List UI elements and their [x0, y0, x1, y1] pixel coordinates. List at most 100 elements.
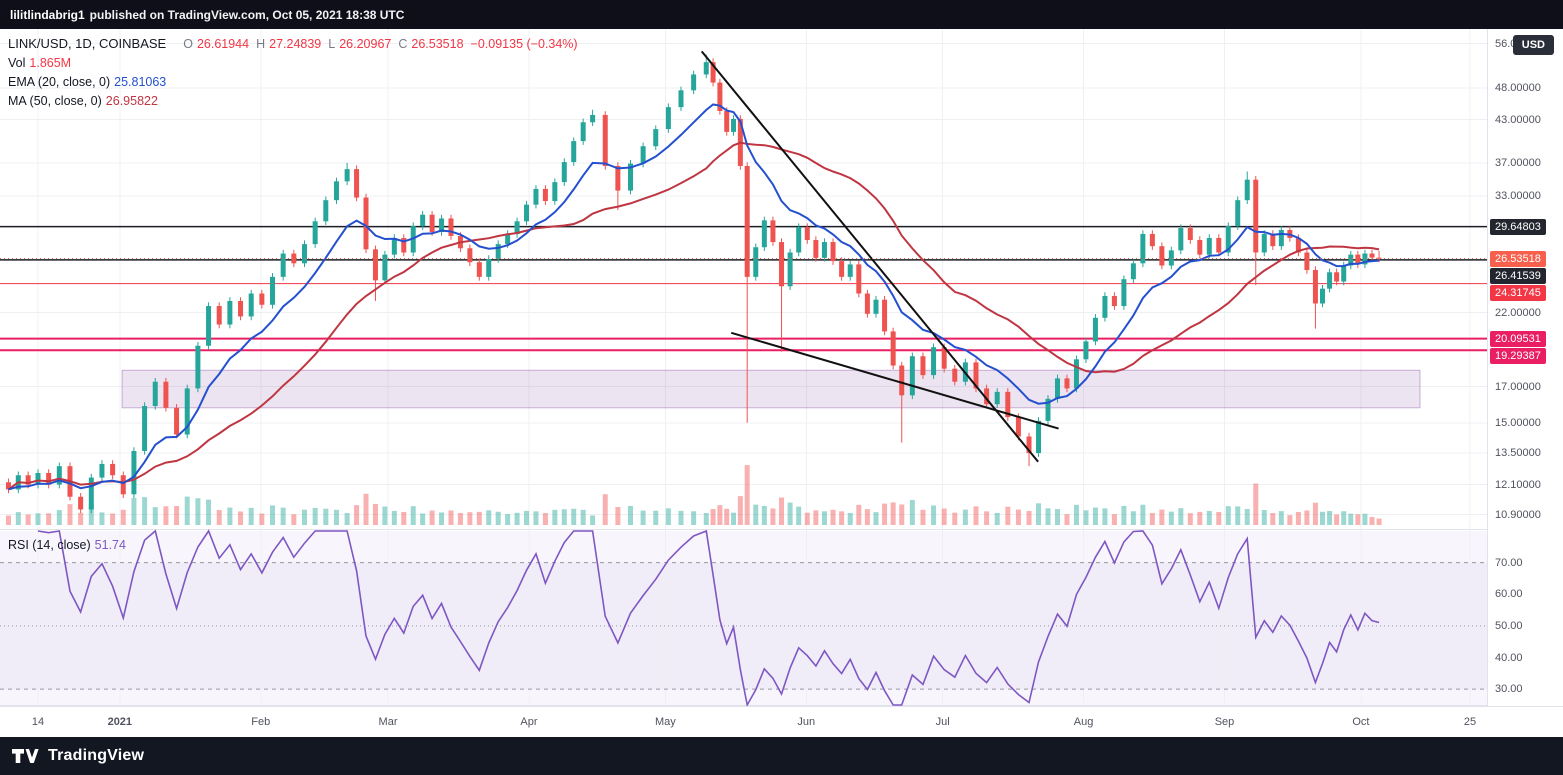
candle-body	[580, 122, 586, 142]
candle-body	[1159, 246, 1165, 266]
ema20-line	[8, 103, 1380, 491]
candle-body	[1216, 237, 1222, 253]
candle-body	[344, 169, 350, 182]
volume-bar	[920, 509, 926, 525]
candle-body	[678, 90, 684, 108]
price-axis-label: 10.90000	[1495, 508, 1541, 521]
volume-bar	[779, 497, 785, 525]
volume-bar	[312, 507, 318, 525]
time-axis-label: 25	[1463, 716, 1477, 728]
volume-bar	[653, 510, 659, 525]
candle-body	[1319, 288, 1325, 304]
candle-body	[142, 405, 148, 451]
volume-bar	[909, 499, 915, 525]
volume-bar	[1036, 503, 1042, 525]
volume-bar	[152, 507, 158, 525]
support-zone	[121, 369, 1421, 409]
volume-bar	[1130, 511, 1136, 525]
time-axis[interactable]: 14 2021 Feb Mar Apr May Jun Jul Aug Sep Oct 25	[0, 706, 1563, 737]
volume-bar	[1278, 511, 1284, 525]
candle-body	[941, 347, 947, 369]
candle-body	[195, 345, 201, 389]
price-axis-badge: 26.41539	[1490, 267, 1546, 284]
volume-bar	[731, 512, 737, 525]
volume-bar	[717, 505, 723, 525]
candle-body	[804, 227, 810, 241]
candle-body	[238, 300, 244, 317]
candle-body	[152, 381, 158, 406]
volume-bar	[291, 514, 297, 525]
price-axis[interactable]: 56.0000048.0000043.0000037.0000033.00000…	[1487, 29, 1563, 706]
volume-bar	[1159, 509, 1165, 525]
volume-bar	[1312, 502, 1318, 525]
candle-body	[1304, 252, 1310, 271]
volume-bar	[1253, 483, 1259, 525]
candle-body	[787, 252, 793, 287]
time-axis-label: Jul	[935, 716, 950, 728]
time-axis-label: Jun	[797, 716, 816, 728]
volume-bar	[457, 513, 463, 525]
volume-bar	[1334, 514, 1340, 525]
candle-body	[514, 221, 520, 234]
publisher-username: lilitlindabrig1	[10, 7, 85, 22]
volume-bar	[401, 511, 407, 525]
brand-name[interactable]: TradingView	[48, 747, 145, 764]
candle-body	[1111, 295, 1117, 307]
candle-body	[779, 242, 785, 287]
volume-bar	[821, 511, 827, 525]
candle-body	[56, 466, 62, 485]
ma-label[interactable]: MA (50, close, 0)	[8, 94, 102, 108]
volume-bar	[839, 511, 845, 525]
volume-bar	[1111, 514, 1117, 525]
volume-bar	[467, 512, 473, 525]
candle-body	[467, 248, 473, 263]
volume-bar	[703, 513, 709, 525]
low-label: L	[328, 37, 336, 51]
time-axis-label: Oct	[1352, 716, 1370, 728]
candle-body	[847, 264, 853, 277]
candle-body	[1083, 341, 1089, 360]
price-axis-label: 17.00000	[1495, 380, 1541, 393]
symbol-title[interactable]: LINK/USD, 1D, COINBASE	[8, 36, 167, 51]
volume-bar	[1149, 513, 1155, 525]
candle-body	[1005, 391, 1011, 418]
volume-bar	[1206, 510, 1212, 525]
candle-body	[99, 463, 105, 478]
volume-bar	[206, 499, 212, 525]
volume-bar	[678, 510, 684, 525]
volume-bar	[1270, 513, 1276, 525]
volume-bar	[973, 506, 979, 525]
candle-body	[5, 482, 11, 490]
volume-bar	[363, 493, 369, 525]
candle-body	[524, 204, 530, 222]
candle-body	[1369, 253, 1375, 258]
ema-value: 25.81063	[114, 75, 167, 89]
high-value: 27.24839	[269, 37, 322, 51]
volume-bar	[25, 514, 31, 525]
candle-body	[796, 227, 802, 253]
candle-body	[542, 188, 548, 202]
rsi-label[interactable]: RSI (14, close)	[8, 538, 91, 552]
volume-bar	[99, 512, 105, 525]
ema-label[interactable]: EMA (20, close, 0)	[8, 75, 111, 89]
candle-body	[280, 253, 286, 277]
candle-body	[552, 182, 558, 202]
volume-bar	[15, 512, 21, 525]
rsi-axis-label: 60.00	[1495, 588, 1523, 601]
currency-toggle[interactable]: USD	[1512, 35, 1554, 55]
volume-bar	[830, 509, 836, 525]
candle-body	[382, 254, 388, 281]
candle-body	[1235, 200, 1241, 227]
candle-body	[899, 365, 905, 396]
volume-bar	[1327, 511, 1333, 525]
volume-bar	[382, 506, 388, 525]
candle-body	[753, 247, 759, 277]
volume-label[interactable]: Vol	[8, 56, 26, 70]
volume-bar	[248, 507, 254, 525]
volume-bar	[1083, 510, 1089, 525]
candle-body	[1130, 263, 1136, 280]
time-axis-label: Sep	[1214, 716, 1235, 728]
volume-bar	[486, 510, 492, 525]
tradingview-logo-icon[interactable]	[12, 748, 39, 765]
chart-canvas[interactable]	[0, 29, 1563, 737]
